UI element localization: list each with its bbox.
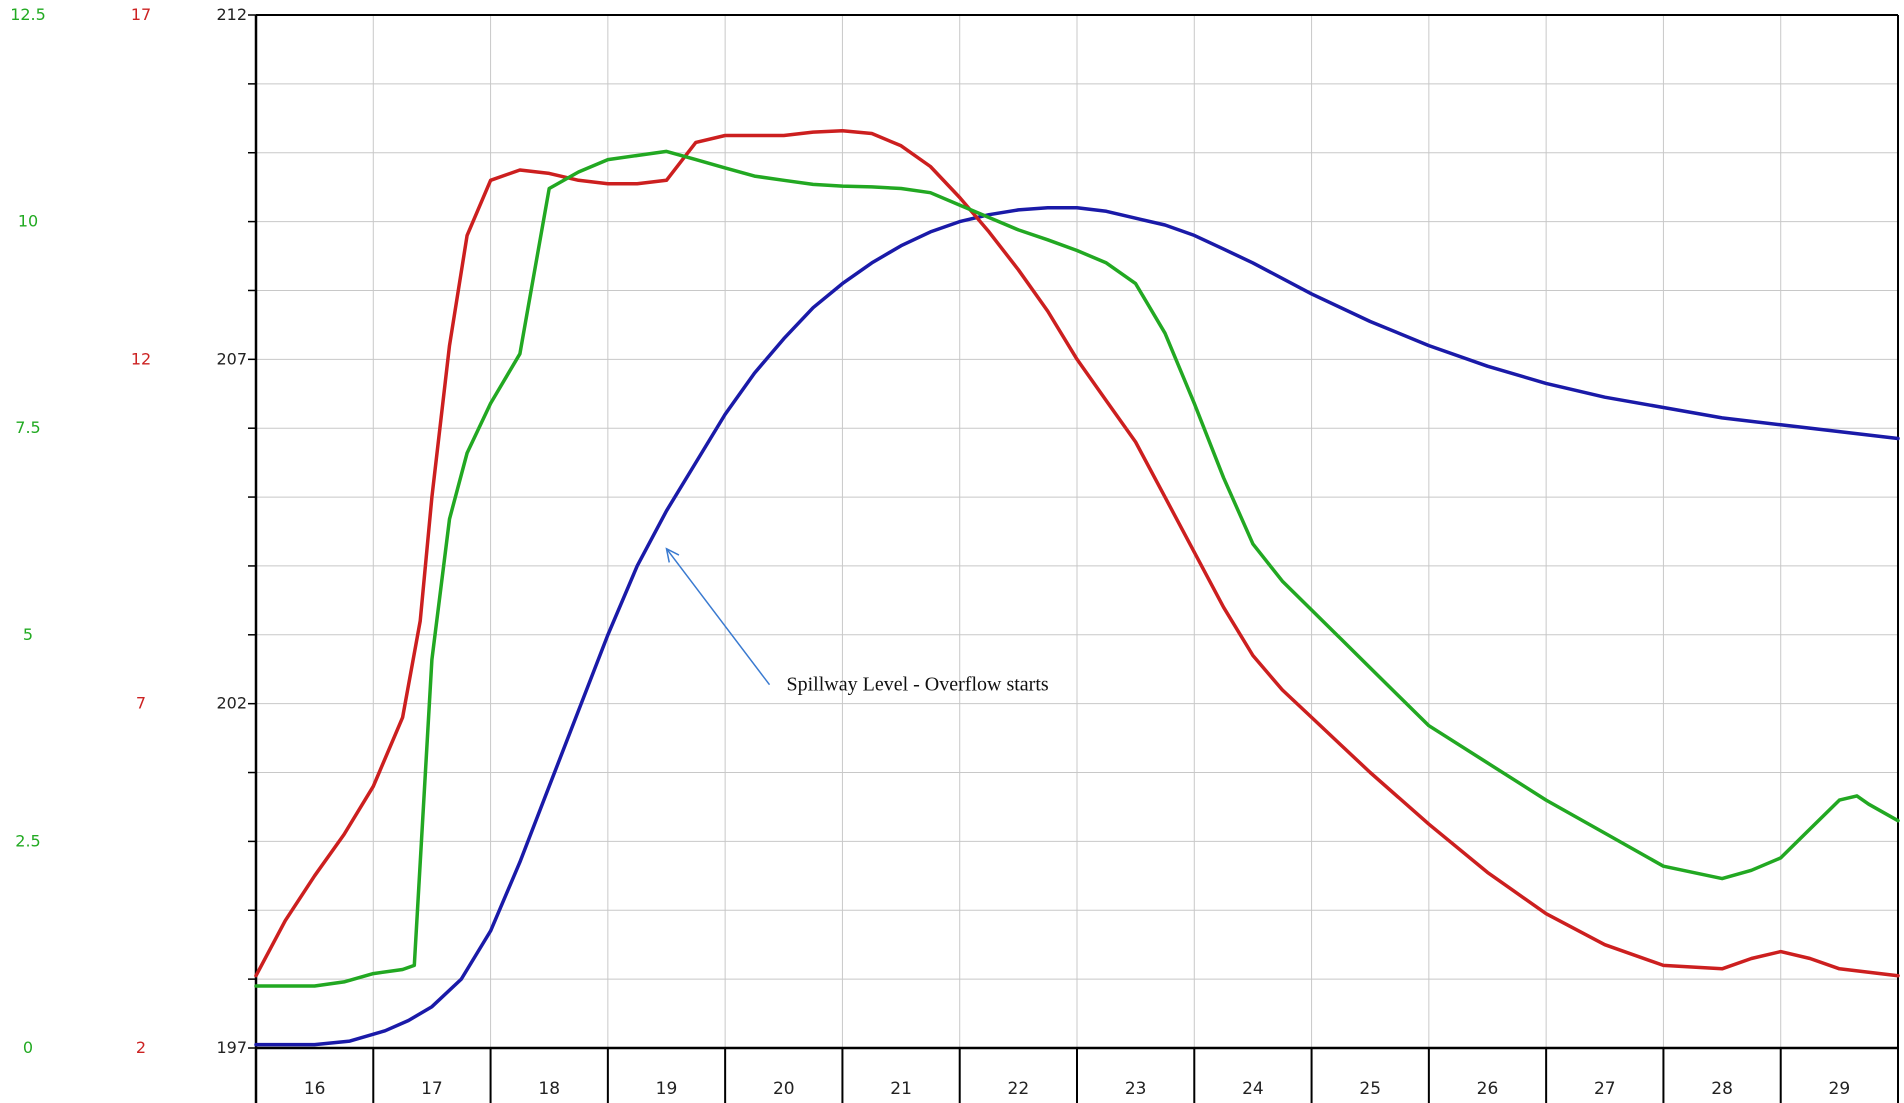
x-tick-label: 18 [538,1079,560,1099]
annotation-label: Spillway Level - Overflow starts [787,674,1049,696]
x-tick-label: 23 [1125,1079,1147,1099]
series-line-black [254,206,1900,1047]
x-tick-label: 17 [421,1079,443,1099]
y-tick-label-red: 17 [131,5,151,24]
x-tick-label: 16 [304,1079,326,1099]
x-tick-label: 25 [1359,1079,1381,1099]
x-tick-label: 21 [890,1079,912,1099]
y-tick-label-black: 212 [216,5,247,24]
y-tick-label-green: 5 [23,625,33,644]
y-tick-label-green: 0 [23,1038,33,1057]
x-tick-label: 28 [1711,1079,1733,1099]
annotations: Spillway Level - Overflow starts [665,547,1049,696]
y-tick-label-red: 7 [136,694,146,713]
series-line-red [254,128,1900,978]
y-tick-label-green: 7.5 [15,418,40,437]
annotation-arrowhead-icon [665,547,680,563]
y-tick-label-green: 10 [18,212,38,231]
y-tick-label-red: 2 [136,1038,146,1057]
y-tick-label-green: 12.5 [10,5,46,24]
y-tick-label-black: 207 [216,349,247,368]
series-line-green [254,149,1900,988]
x-tick-label: 19 [656,1079,678,1099]
x-tick-label: 26 [1477,1079,1499,1099]
series-lines [254,128,1900,1047]
y-tick-label-red: 12 [131,349,151,368]
x-tick-label: 29 [1829,1079,1851,1099]
y-tick-label-green: 2.5 [15,831,40,850]
axes [248,14,1899,1103]
annotation-arrow-line [665,548,771,686]
y-tick-label-black: 197 [216,1038,247,1057]
x-tick-label: 27 [1594,1079,1616,1099]
grid-lines [256,14,1899,1049]
x-tick-label: 20 [773,1079,795,1099]
tick-labels: 16 17 18 19 20 21 22 23 24 25 26 27 28 2912.5107.552.… [10,5,1850,1099]
x-tick-label: 24 [1242,1079,1264,1099]
y-tick-label-black: 202 [216,694,247,713]
x-tick-label: 22 [1008,1079,1030,1099]
